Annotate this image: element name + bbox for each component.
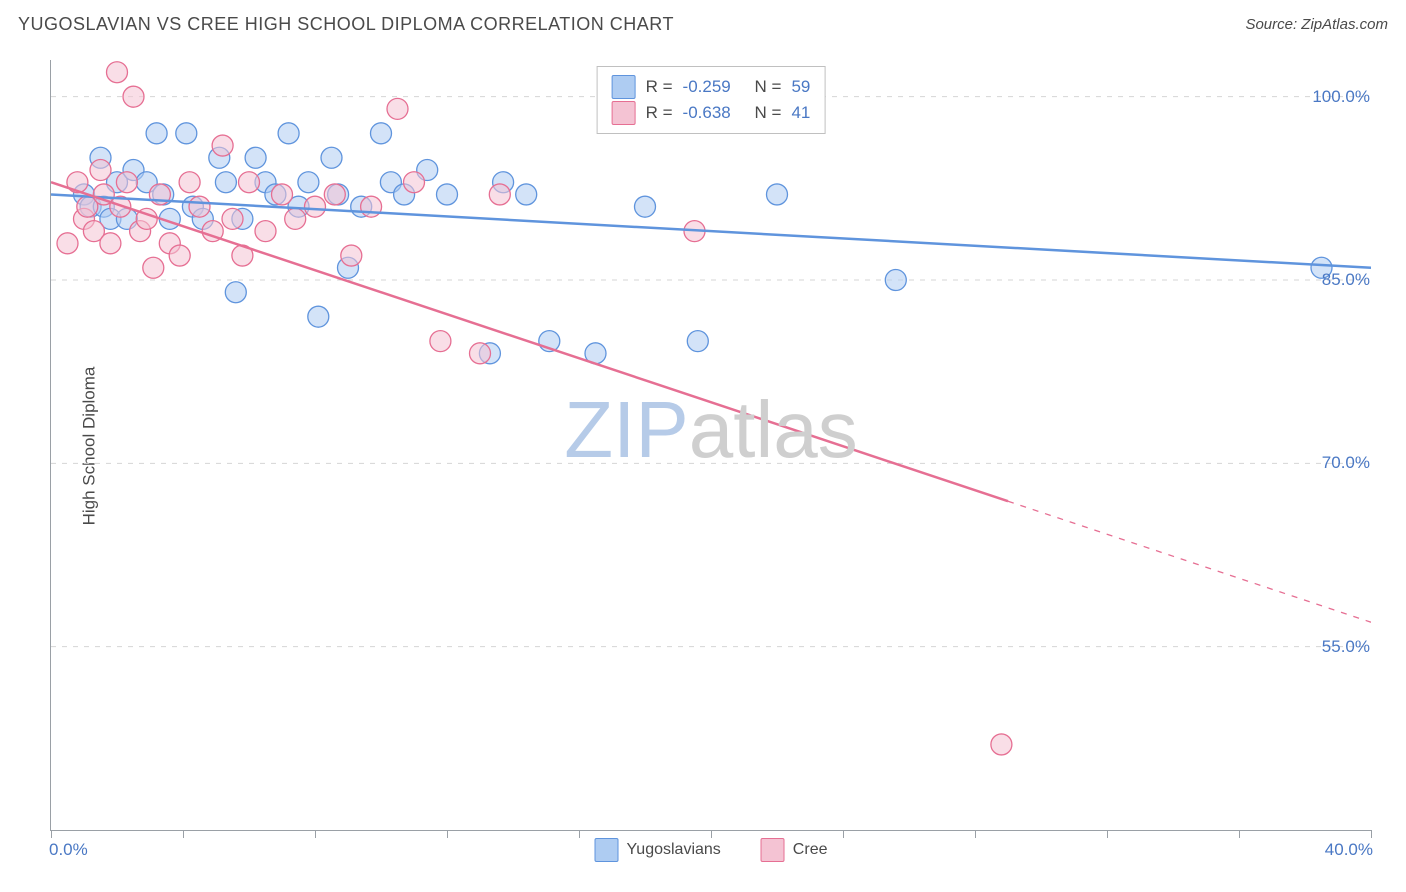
y-tick-label: 55.0%	[1322, 637, 1372, 657]
n-value: 41	[791, 103, 810, 123]
r-value: -0.638	[683, 103, 745, 123]
legend-label: Cree	[793, 841, 828, 859]
x-tick-mark	[843, 830, 844, 838]
chart-source: Source: ZipAtlas.com	[1245, 16, 1388, 33]
chart-title: YUGOSLAVIAN VS CREE HIGH SCHOOL DIPLOMA …	[18, 14, 674, 35]
n-label: N =	[755, 77, 782, 97]
x-tick-mark	[711, 830, 712, 838]
legend-item: Cree	[761, 838, 828, 862]
n-label: N =	[755, 103, 782, 123]
correlation-row: R = -0.259 N = 59	[612, 75, 811, 99]
x-tick-mark	[447, 830, 448, 838]
x-tick-mark	[315, 830, 316, 838]
n-value: 59	[791, 77, 810, 97]
x-tick-mark	[1371, 830, 1372, 838]
series-legend: Yugoslavians Cree	[595, 838, 828, 862]
legend-item: Yugoslavians	[595, 838, 721, 862]
correlation-row: R = -0.638 N = 41	[612, 101, 811, 125]
y-tick-label: 85.0%	[1322, 270, 1372, 290]
chart-header: YUGOSLAVIAN VS CREE HIGH SCHOOL DIPLOMA …	[18, 14, 1388, 35]
x-tick-mark	[51, 830, 52, 838]
legend-swatch	[595, 838, 619, 862]
x-tick-left: 0.0%	[49, 840, 88, 860]
x-tick-mark	[183, 830, 184, 838]
r-label: R =	[646, 77, 673, 97]
x-tick-right: 40.0%	[1325, 840, 1373, 860]
y-tick-label: 70.0%	[1322, 453, 1372, 473]
x-tick-mark	[1107, 830, 1108, 838]
y-tick-label: 100.0%	[1312, 87, 1372, 107]
legend-label: Yugoslavians	[627, 841, 721, 859]
x-tick-mark	[579, 830, 580, 838]
legend-swatch	[761, 838, 785, 862]
x-tick-mark	[975, 830, 976, 838]
x-tick-mark	[1239, 830, 1240, 838]
scatter-plot	[51, 60, 1371, 830]
r-value: -0.259	[683, 77, 745, 97]
plot-frame: ZIPatlas R =-0.259N =59R =-0.638N =41 Yu…	[50, 60, 1371, 831]
legend-swatch	[612, 101, 636, 125]
r-label: R =	[646, 103, 673, 123]
correlation-legend: R = -0.259 N = 59 R = -0.638 N = 41	[597, 66, 826, 134]
legend-swatch	[612, 75, 636, 99]
